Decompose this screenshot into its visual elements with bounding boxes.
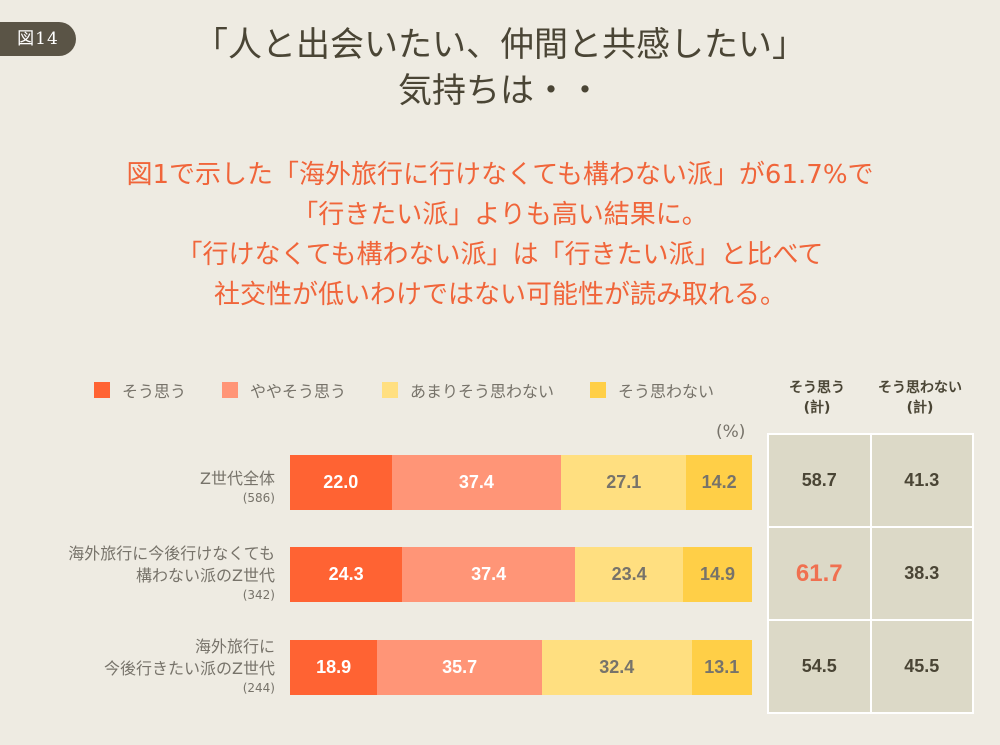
summary-cell-agree: 58.7	[769, 435, 870, 526]
bar-segment-strongly-agree: 18.9	[290, 640, 378, 695]
summary-cell-disagree: 38.3	[871, 528, 972, 619]
bar-segment-strongly-agree: 24.3	[290, 547, 403, 602]
row-label-want-to-go: 海外旅行に 今後行きたい派のZ世代 (244)	[104, 636, 275, 696]
sample-size: (244)	[242, 681, 275, 695]
legend-swatch	[590, 382, 607, 398]
label-line: 海外旅行に	[194, 637, 275, 656]
subtitle-line: 「行けなくても構わない派」は「行きたい派」と比べて	[176, 240, 824, 270]
bar-segment-somewhat-disagree: 23.4	[575, 547, 684, 602]
bar-segment-somewhat-disagree: 27.1	[561, 455, 687, 510]
legend-label: そう思わない	[618, 382, 715, 401]
row-label-ok-not-going: 海外旅行に今後行けなくても 構わない派のZ世代 (342)	[68, 543, 275, 603]
summary-cell-agree: 54.5	[769, 621, 870, 712]
label-line: 構わない派のZ世代	[136, 566, 275, 585]
row-label-all-genz: Z世代全体 (586)	[200, 468, 275, 506]
summary-header-agree: そう思う (計)	[767, 378, 867, 418]
legend-item-strongly-agree: そう思う	[94, 378, 186, 402]
subtitle-line: 「行きたい派」よりも高い結果に。	[292, 200, 708, 230]
legend-label: そう思う	[122, 382, 187, 401]
summary-cell-agree-highlight: 61.7	[769, 528, 870, 619]
sample-size: (586)	[242, 491, 275, 505]
bar-segment-disagree: 14.9	[683, 547, 752, 602]
legend-swatch	[94, 382, 110, 398]
header-line: (計)	[803, 400, 831, 416]
legend-item-somewhat-agree: ややそう思う	[222, 378, 346, 402]
legend-swatch	[222, 382, 239, 398]
bar-segment-somewhat-disagree: 32.4	[542, 640, 692, 695]
header-line: そう思う	[789, 380, 845, 396]
stacked-bar-row: 22.0 37.4 27.1 14.2	[290, 455, 752, 510]
title-line-1: 「人と出会いたい、仲間と共感したい」	[194, 25, 806, 65]
legend-swatch	[382, 382, 399, 398]
title-line-2: 気持ちは・・	[398, 71, 602, 111]
label-line: 海外旅行に今後行けなくても	[68, 544, 275, 563]
legend-label: ややそう思う	[250, 382, 347, 401]
summary-cell-disagree: 41.3	[871, 435, 972, 526]
bar-segment-strongly-agree: 22.0	[290, 455, 392, 510]
summary-table: 58.7 41.3 61.7 38.3 54.5 45.5	[767, 433, 974, 714]
header-line: (計)	[906, 400, 934, 416]
summary-cell-disagree: 45.5	[871, 621, 972, 712]
subtitle-line: 社交性が低いわけではない可能性が読み取れる。	[213, 280, 786, 310]
bar-segment-disagree: 13.1	[691, 640, 752, 695]
chart-title: 「人と出会いたい、仲間と共感したい」 気持ちは・・	[0, 22, 1000, 114]
label-line: Z世代全体	[200, 469, 275, 488]
bar-segment-somewhat-agree: 37.4	[391, 455, 562, 510]
summary-header-disagree: そう思わない (計)	[870, 378, 970, 418]
legend-item-disagree: そう思わない	[590, 378, 714, 402]
stacked-bar-row: 24.3 37.4 23.4 14.9	[290, 547, 752, 602]
sample-size: (342)	[242, 588, 275, 602]
label-line: 今後行きたい派のZ世代	[104, 659, 275, 678]
legend-label: あまりそう思わない	[410, 382, 555, 401]
figure-badge: 図14	[0, 22, 76, 56]
stacked-bar-row: 18.9 35.7 32.4 13.1	[290, 640, 752, 695]
bar-segment-disagree: 14.2	[686, 455, 752, 510]
chart-subtitle: 図1で示した「海外旅行に行けなくても構わない派」が61.7%で 「行きたい派」よ…	[0, 155, 1000, 315]
unit-label: (%)	[716, 422, 746, 442]
legend: そう思う ややそう思う あまりそう思わない そう思わない	[94, 378, 750, 402]
bar-segment-somewhat-agree: 37.4	[402, 547, 576, 602]
bar-segment-somewhat-agree: 35.7	[377, 640, 542, 695]
subtitle-line: 図1で示した「海外旅行に行けなくても構わない派」が61.7%で	[126, 160, 874, 190]
legend-item-somewhat-disagree: あまりそう思わない	[382, 378, 554, 402]
header-line: そう思わない	[878, 380, 962, 396]
